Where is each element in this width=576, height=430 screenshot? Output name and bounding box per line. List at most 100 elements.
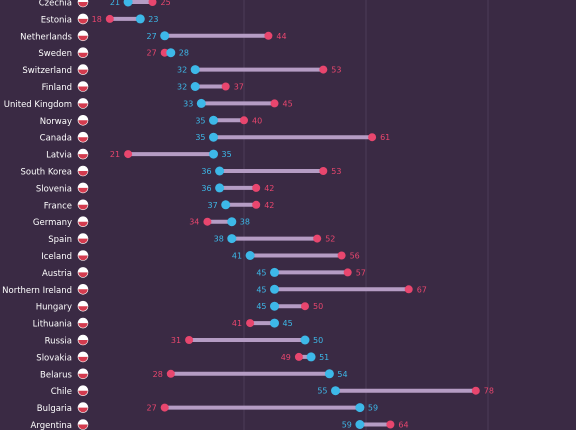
flag-band xyxy=(78,154,88,160)
red-value-label: 34 xyxy=(189,218,199,227)
row-bulgaria: Bulgaria 59 27 xyxy=(37,402,378,414)
red-value-label: 56 xyxy=(350,252,360,261)
country-label: Latvia xyxy=(46,151,72,161)
blue-value-label: 45 xyxy=(283,319,293,328)
flag-band xyxy=(78,120,88,126)
russia-flag-icon xyxy=(77,334,89,346)
row-south-korea: South Korea 36 53 xyxy=(20,165,341,178)
country-label: Lithuania xyxy=(33,320,72,330)
blue-dot xyxy=(215,166,225,176)
flag-ring xyxy=(77,47,89,59)
country-label: Norway xyxy=(40,117,72,127)
red-dot xyxy=(471,386,480,395)
country-label: Austria xyxy=(42,269,72,279)
flag-ring xyxy=(77,0,89,8)
red-value-label: 37 xyxy=(234,83,244,92)
red-dot xyxy=(319,65,328,74)
flag-band xyxy=(78,340,88,345)
red-dot xyxy=(105,14,114,23)
row-austria: Austria 45 57 xyxy=(42,267,366,279)
united-kingdom-flag-icon xyxy=(77,98,89,109)
red-dot xyxy=(368,133,377,142)
blue-value-label: 35 xyxy=(222,150,232,159)
country-label: Northern Ireland xyxy=(2,286,72,296)
country-label: Russia xyxy=(45,337,72,347)
flag-ring xyxy=(77,250,89,261)
blue-value-label: 41 xyxy=(232,252,242,261)
flag-band xyxy=(78,137,88,143)
country-label: Iceland xyxy=(41,252,72,262)
argentina-flag-icon xyxy=(77,419,89,430)
red-dot xyxy=(294,352,303,361)
red-dot xyxy=(270,99,279,108)
flag-band xyxy=(78,272,88,278)
red-value-label: 53 xyxy=(331,66,341,75)
red-dot xyxy=(124,150,133,159)
latvia-flag-icon xyxy=(77,148,89,160)
row-finland: Finland 32 37 xyxy=(42,81,244,93)
blue-value-label: 59 xyxy=(368,404,378,413)
gridlines xyxy=(243,0,489,430)
south-korea-flag-icon xyxy=(77,165,89,177)
austria-flag-icon xyxy=(77,267,89,278)
red-value-label: 53 xyxy=(331,167,341,176)
flag-band xyxy=(78,35,88,41)
blue-value-label: 33 xyxy=(183,99,193,108)
row-united-kingdom: United Kingdom 33 45 xyxy=(4,98,293,110)
blue-dot xyxy=(355,420,365,429)
blue-dot xyxy=(306,352,316,362)
country-label: Hungary xyxy=(36,303,72,313)
blue-value-label: 45 xyxy=(256,285,266,294)
flag-ring xyxy=(77,216,89,227)
flag-band xyxy=(78,356,88,362)
red-value-label: 42 xyxy=(264,184,274,193)
flag-ring xyxy=(77,402,89,413)
row-iceland: Iceland 41 56 xyxy=(41,250,360,262)
flag-ring xyxy=(77,81,89,92)
row-belarus: Belarus 54 28 xyxy=(40,368,348,380)
country-label: Canada xyxy=(40,134,72,144)
country-label: Slovenia xyxy=(36,184,72,194)
red-dot xyxy=(404,285,413,294)
red-value-label: 40 xyxy=(252,116,262,125)
blue-value-label: 37 xyxy=(208,201,218,210)
spain-flag-icon xyxy=(77,233,89,244)
blue-dot xyxy=(160,31,170,41)
blue-dot xyxy=(270,301,279,311)
flag-band xyxy=(78,255,88,261)
row-france: France 37 42 xyxy=(44,199,274,211)
canada-flag-icon xyxy=(77,131,89,143)
flag-band xyxy=(78,390,88,396)
country-label: Czechia xyxy=(39,0,72,9)
flag-ring xyxy=(77,199,89,211)
red-dot xyxy=(221,82,230,91)
flag-band xyxy=(78,2,88,7)
blue-dot xyxy=(227,217,237,227)
row-chile: Chile 55 78 xyxy=(51,385,494,397)
country-label: Germany xyxy=(33,218,72,228)
sweden-flag-icon xyxy=(77,47,89,59)
blue-dot xyxy=(196,98,206,108)
red-value-label: 78 xyxy=(484,387,494,396)
blue-dot xyxy=(209,132,218,142)
blue-dot xyxy=(324,369,334,379)
country-label: Argentina xyxy=(31,421,72,430)
red-value-label: 45 xyxy=(283,99,293,108)
blue-dot xyxy=(355,403,365,413)
red-value-label: 42 xyxy=(264,201,274,210)
red-dot xyxy=(301,302,309,311)
netherlands-flag-icon xyxy=(77,30,89,42)
blue-value-label: 23 xyxy=(148,15,158,24)
red-dot xyxy=(240,116,248,125)
flag-ring xyxy=(77,334,89,346)
blue-value-label: 54 xyxy=(337,370,347,379)
row-slovakia: Slovakia 51 49 xyxy=(36,351,329,363)
flag-band xyxy=(78,69,88,75)
norway-flag-icon xyxy=(77,115,89,126)
flag-ring xyxy=(77,317,89,329)
red-value-label: 61 xyxy=(380,133,390,142)
country-label: France xyxy=(44,201,72,211)
red-value-label: 64 xyxy=(398,421,408,430)
flag-band xyxy=(78,52,88,58)
